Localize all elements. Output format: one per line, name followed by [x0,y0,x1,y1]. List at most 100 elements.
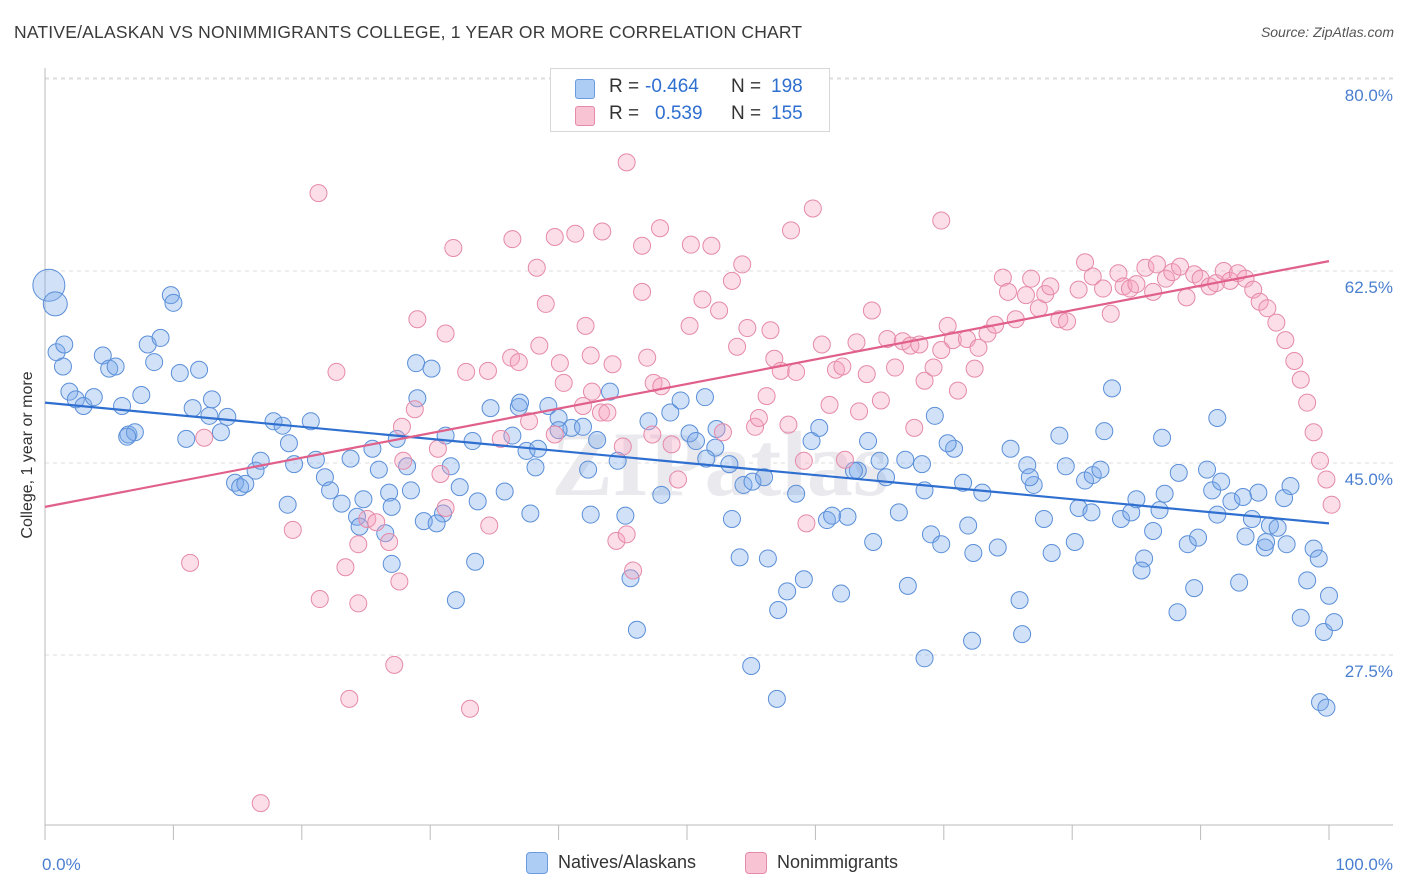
nonimmigrant-point [779,415,798,434]
native-point [864,532,883,551]
nonimmigrant-point [835,450,854,469]
native-point [463,432,482,451]
native-point [686,432,705,451]
native-point [332,494,351,513]
native-point [722,509,741,528]
native-point [964,543,983,562]
watermark: ZIPatlas [551,413,888,515]
nonimmigrant-point [598,403,617,422]
native-point [1291,608,1310,627]
y-tick-label: 27.5% [1345,662,1393,681]
native-point [84,388,103,407]
native-point [511,393,530,412]
native-point [1277,535,1296,554]
nonimmigrant-point [181,553,200,572]
nonimmigrant-point [738,319,757,338]
legend-n-value-natives: 198 [771,76,803,97]
native-point [1034,509,1053,528]
nonimmigrant-point [349,535,368,554]
nonimmigrant-point [669,470,688,489]
nonimmigrant-point [969,338,988,357]
native-point [794,570,813,589]
nonimmigrant-point [847,333,866,352]
native-trend-line [44,401,1330,525]
nonimmigrant-point [1069,280,1088,299]
native-point [321,481,340,500]
native-point [408,389,427,408]
native-point [350,517,369,536]
nonimmigrant-point [713,423,732,442]
native-point [468,492,487,511]
nonimmigrant-point [1016,286,1035,305]
native-point [889,503,908,522]
native-point [1111,509,1130,528]
native-point [301,412,320,431]
native-point [278,495,297,514]
bottom-legend-swatch-nonimmigrants [745,852,767,875]
nonimmigrant-point [336,558,355,577]
native-point [915,649,934,668]
nonimmigrant-point [581,346,600,365]
native-point [1236,527,1255,546]
nonimmigrant-point [461,699,480,718]
nonimmigrant-point [1322,495,1341,514]
nonimmigrant-point [1317,470,1336,489]
nonimmigrant-point [1156,269,1175,288]
native-point [661,403,680,422]
native-point [450,478,469,497]
nonimmigrant-point [693,290,712,309]
nonimmigrant-point [633,282,652,301]
native-point [616,506,635,525]
nonimmigrant-point [536,294,555,313]
nonimmigrant-point [392,417,411,436]
native-point [832,584,851,603]
nonimmigrant-point [886,358,905,377]
nonimmigrant-point [757,387,776,406]
nonimmigrant-point [722,271,741,290]
native-point [1242,509,1261,528]
nonimmigrant-point [367,513,386,532]
nonimmigrant-point [1022,269,1041,288]
native-point [988,538,1007,557]
native-point [810,418,829,437]
nonimmigrant-point [390,572,409,591]
native-point [743,472,762,491]
native-point [1153,428,1172,447]
native-point [1208,409,1227,428]
native-point [1020,468,1039,487]
nonimmigrant-point [702,236,721,255]
nonimmigrant-point [310,590,329,609]
native-point [341,449,360,468]
nonimmigrant-point [520,412,539,431]
nonimmigrant-point [478,361,497,380]
nonimmigrant-point [394,451,413,470]
nonimmigrant-point [251,794,270,813]
nonimmigrant-point [491,429,510,448]
nonimmigrant-point [1276,331,1295,350]
nonimmigrant-point [797,514,816,533]
native-point [1309,549,1328,568]
native-point [838,507,857,526]
bottom-legend-nonimmigrants: Nonimmigrants [745,852,898,876]
native-point [106,357,125,376]
nonimmigrant-point [550,354,569,373]
native-point [802,432,821,451]
nonimmigrant-point [862,301,881,320]
native-point [495,482,514,501]
native-point [859,432,878,451]
nonimmigrant-point [582,382,601,401]
nonimmigrant-point [1041,277,1060,296]
nonimmigrant-point [405,400,424,419]
native-point [218,407,237,426]
nonimmigrant-point [948,381,967,400]
native-point [769,601,788,620]
native-point [1249,483,1268,502]
nonimmigrant-point [1298,393,1317,412]
nonimmigrant-point [613,437,632,456]
native-point [446,591,465,610]
native-point [697,449,716,468]
nonimmigrant-point [965,359,984,378]
native-point [231,478,250,497]
native-point [1169,463,1188,482]
native-point [526,458,545,477]
